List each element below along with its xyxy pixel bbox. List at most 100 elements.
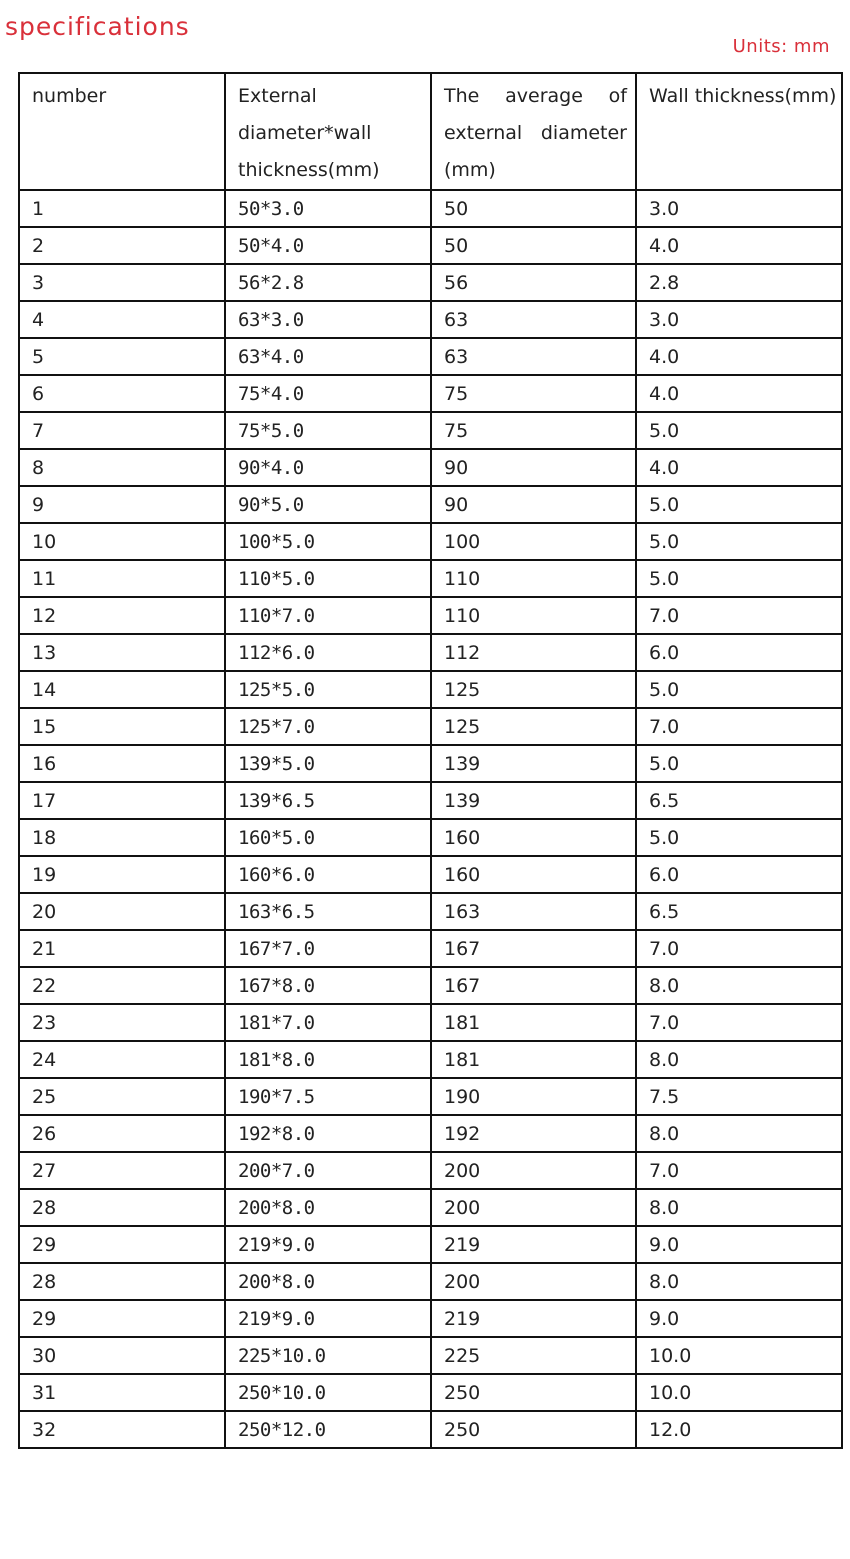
cell-external-diameter-wall-thickness: 139*5.0 [224,744,432,783]
cell-external-diameter-wall-thickness: 163*6.5 [224,892,432,931]
cell-average-external-diameter: 181 [430,1040,637,1079]
cell-wall-thickness: 8.0 [635,1262,843,1301]
cell-wall-thickness: 7.5 [635,1077,843,1116]
specifications-table: number External diameter*wall thickness(… [18,72,843,1449]
cell-number: 32 [18,1410,226,1449]
cell-number: 3 [18,263,226,302]
table-row: 2 50*4.0 50 4.0 [18,226,843,265]
cell-wall-thickness: 6.0 [635,633,843,672]
table-row: 28 200*8.0 200 8.0 [18,1262,843,1301]
table-row: 10 100*5.0 100 5.0 [18,522,843,561]
table-row: 17 139*6.5 139 6.5 [18,781,843,820]
cell-external-diameter-wall-thickness: 200*7.0 [224,1151,432,1190]
table-row: 15 125*7.0 125 7.0 [18,707,843,746]
cell-average-external-diameter: 75 [430,374,637,413]
cell-number: 9 [18,485,226,524]
cell-wall-thickness: 5.0 [635,670,843,709]
cell-number: 31 [18,1373,226,1412]
cell-wall-thickness: 3.0 [635,189,843,228]
cell-average-external-diameter: 200 [430,1262,637,1301]
cell-average-external-diameter: 200 [430,1188,637,1227]
table-row: 3 56*2.8 56 2.8 [18,263,843,302]
cell-external-diameter-wall-thickness: 110*5.0 [224,559,432,598]
cell-number: 24 [18,1040,226,1079]
cell-wall-thickness: 6.0 [635,855,843,894]
cell-average-external-diameter: 250 [430,1410,637,1449]
cell-wall-thickness: 10.0 [635,1336,843,1375]
cell-external-diameter-wall-thickness: 219*9.0 [224,1225,432,1264]
cell-average-external-diameter: 110 [430,596,637,635]
cell-external-diameter-wall-thickness: 250*10.0 [224,1373,432,1412]
cell-wall-thickness: 5.0 [635,818,843,857]
table-row: 8 90*4.0 90 4.0 [18,448,843,487]
cell-average-external-diameter: 63 [430,300,637,339]
cell-average-external-diameter: 160 [430,855,637,894]
cell-number: 22 [18,966,226,1005]
table-row: 25 190*7.5 190 7.5 [18,1077,843,1116]
cell-wall-thickness: 10.0 [635,1373,843,1412]
table-row: 18 160*5.0 160 5.0 [18,818,843,857]
cell-number: 6 [18,374,226,413]
cell-average-external-diameter: 200 [430,1151,637,1190]
table-row: 5 63*4.0 63 4.0 [18,337,843,376]
cell-wall-thickness: 9.0 [635,1225,843,1264]
cell-external-diameter-wall-thickness: 160*5.0 [224,818,432,857]
cell-wall-thickness: 5.0 [635,522,843,561]
cell-number: 28 [18,1262,226,1301]
cell-wall-thickness: 7.0 [635,1003,843,1042]
table-row: 22 167*8.0 167 8.0 [18,966,843,1005]
table-row: 30 225*10.0 225 10.0 [18,1336,843,1375]
cell-number: 5 [18,337,226,376]
cell-number: 29 [18,1299,226,1338]
cell-number: 12 [18,596,226,635]
table-row: 1 50*3.0 50 3.0 [18,189,843,228]
table-row: 29 219*9.0 219 9.0 [18,1225,843,1264]
cell-average-external-diameter: 100 [430,522,637,561]
cell-number: 11 [18,559,226,598]
cell-number: 25 [18,1077,226,1116]
cell-external-diameter-wall-thickness: 200*8.0 [224,1262,432,1301]
cell-average-external-diameter: 139 [430,744,637,783]
cell-wall-thickness: 3.0 [635,300,843,339]
page-title: specifications [5,12,190,41]
table-row: 12 110*7.0 110 7.0 [18,596,843,635]
cell-external-diameter-wall-thickness: 75*4.0 [224,374,432,413]
cell-external-diameter-wall-thickness: 190*7.5 [224,1077,432,1116]
cell-number: 20 [18,892,226,931]
cell-number: 13 [18,633,226,672]
cell-external-diameter-wall-thickness: 90*4.0 [224,448,432,487]
cell-average-external-diameter: 225 [430,1336,637,1375]
cell-number: 21 [18,929,226,968]
cell-number: 7 [18,411,226,450]
cell-wall-thickness: 7.0 [635,596,843,635]
cell-number: 29 [18,1225,226,1264]
cell-external-diameter-wall-thickness: 125*5.0 [224,670,432,709]
table-row: 31 250*10.0 250 10.0 [18,1373,843,1412]
cell-wall-thickness: 5.0 [635,744,843,783]
header-wall-thickness: Wall thickness(mm) [635,72,843,191]
cell-average-external-diameter: 110 [430,559,637,598]
cell-average-external-diameter: 192 [430,1114,637,1153]
table-row: 11 110*5.0 110 5.0 [18,559,843,598]
cell-average-external-diameter: 75 [430,411,637,450]
cell-average-external-diameter: 63 [430,337,637,376]
cell-average-external-diameter: 160 [430,818,637,857]
cell-number: 23 [18,1003,226,1042]
cell-external-diameter-wall-thickness: 250*12.0 [224,1410,432,1449]
cell-external-diameter-wall-thickness: 192*8.0 [224,1114,432,1153]
cell-average-external-diameter: 250 [430,1373,637,1412]
cell-wall-thickness: 9.0 [635,1299,843,1338]
cell-external-diameter-wall-thickness: 160*6.0 [224,855,432,894]
table-row: 26 192*8.0 192 8.0 [18,1114,843,1153]
cell-number: 10 [18,522,226,561]
cell-average-external-diameter: 50 [430,226,637,265]
table-row: 21 167*7.0 167 7.0 [18,929,843,968]
cell-number: 19 [18,855,226,894]
cell-number: 15 [18,707,226,746]
cell-average-external-diameter: 190 [430,1077,637,1116]
cell-average-external-diameter: 56 [430,263,637,302]
cell-number: 18 [18,818,226,857]
table-row: 24 181*8.0 181 8.0 [18,1040,843,1079]
cell-external-diameter-wall-thickness: 63*3.0 [224,300,432,339]
cell-number: 2 [18,226,226,265]
